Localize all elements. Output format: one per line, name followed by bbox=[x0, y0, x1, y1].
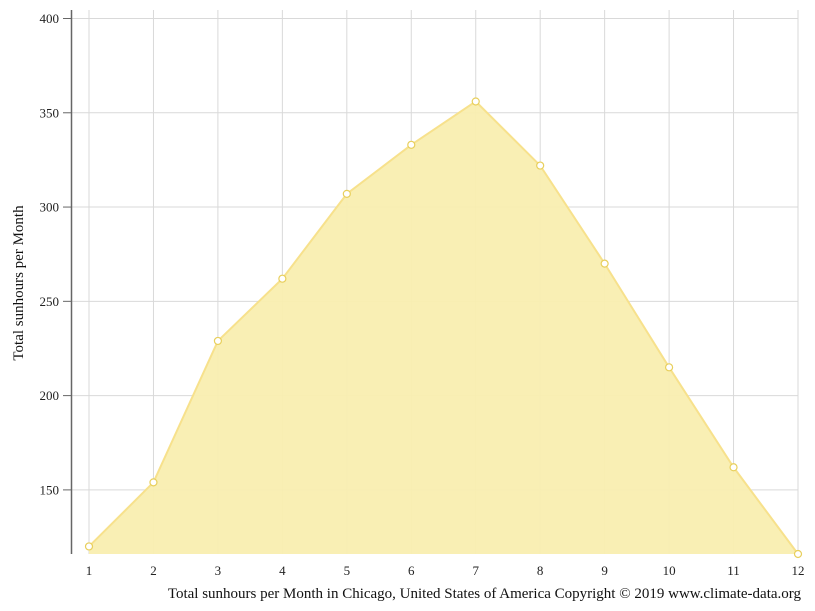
data-point-12 bbox=[793, 549, 803, 559]
y-axis-title: Total sunhours per Month bbox=[11, 205, 27, 361]
y-tick-label-300: 300 bbox=[40, 200, 60, 215]
chart-caption: Total sunhours per Month in Chicago, Uni… bbox=[168, 586, 802, 602]
x-tick-label-12: 12 bbox=[792, 563, 805, 578]
x-tick-labels: 1 2 3 4 5 6 7 8 9 10 11 12 bbox=[86, 563, 805, 578]
y-tick-labels: 150 200 250 300 350 400 bbox=[40, 11, 60, 497]
series-area bbox=[89, 101, 798, 555]
y-tick-label-150: 150 bbox=[40, 482, 60, 497]
y-tick-label-200: 200 bbox=[40, 388, 60, 403]
x-tick-label-5: 5 bbox=[344, 563, 351, 578]
x-tick-label-11: 11 bbox=[727, 563, 740, 578]
data-point-10 bbox=[664, 363, 674, 372]
y-tick-label-250: 250 bbox=[40, 294, 60, 309]
data-point-11 bbox=[729, 463, 738, 472]
y-tick-label-350: 350 bbox=[40, 105, 60, 120]
y-tick-label-400: 400 bbox=[40, 11, 60, 26]
data-point-8 bbox=[536, 161, 545, 170]
data-point-1 bbox=[84, 542, 94, 551]
x-tick-label-1: 1 bbox=[86, 563, 93, 578]
data-point-4 bbox=[278, 274, 287, 283]
data-point-2 bbox=[149, 478, 158, 487]
x-tick-label-10: 10 bbox=[663, 563, 676, 578]
data-point-9 bbox=[600, 259, 609, 268]
data-point-6 bbox=[407, 140, 416, 149]
x-tick-label-2: 2 bbox=[150, 563, 157, 578]
x-tick-label-4: 4 bbox=[279, 563, 286, 578]
x-tick-label-9: 9 bbox=[601, 563, 608, 578]
series-line bbox=[88, 100, 799, 555]
data-point-3 bbox=[213, 336, 223, 346]
axes bbox=[63, 10, 73, 554]
x-tick-label-7: 7 bbox=[472, 563, 479, 578]
x-tick-label-3: 3 bbox=[215, 563, 222, 578]
x-tick-label-8: 8 bbox=[537, 563, 544, 578]
data-point-5 bbox=[342, 189, 351, 198]
x-tick-label-6: 6 bbox=[408, 563, 415, 578]
data-point-7 bbox=[471, 97, 480, 106]
data-points bbox=[84, 97, 803, 559]
